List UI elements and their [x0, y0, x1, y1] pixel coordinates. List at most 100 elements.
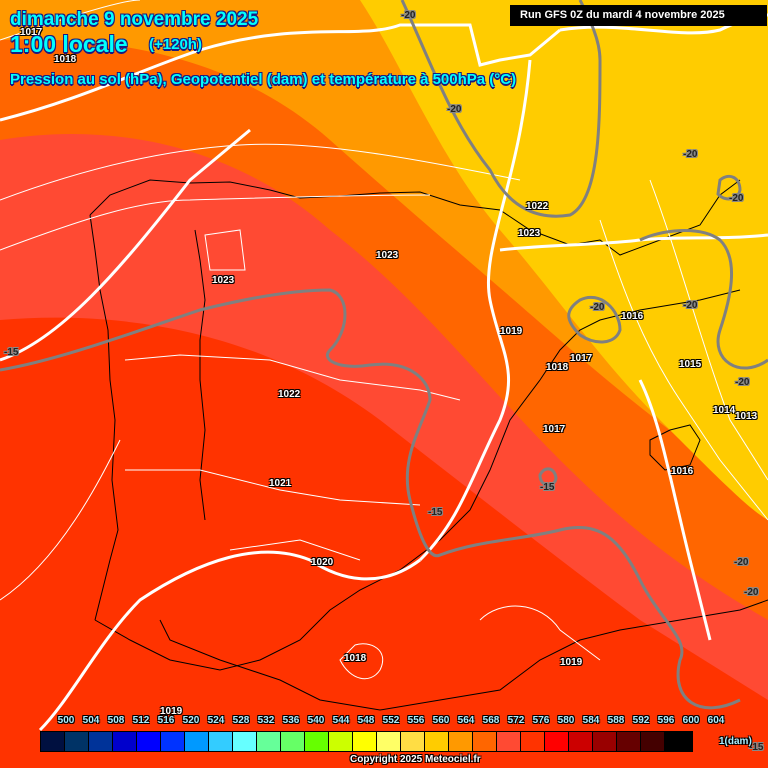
legend-swatch — [593, 732, 617, 751]
pressure-label: 1023 — [376, 250, 399, 261]
pressure-label: 1019 — [500, 326, 523, 337]
legend-tick: 528 — [232, 715, 250, 726]
legend-swatch — [569, 732, 593, 751]
legend-tick: 592 — [632, 715, 650, 726]
legend-tick: 556 — [407, 715, 425, 726]
temperature-label: -15 — [540, 482, 555, 493]
legend-swatch — [281, 732, 305, 751]
legend-tick: 500 — [57, 715, 75, 726]
legend-swatch — [65, 732, 89, 751]
pressure-label: 1018 — [546, 362, 569, 373]
pressure-label: 1016 — [621, 311, 644, 322]
legend-swatch — [377, 732, 401, 751]
legend-swatch — [41, 732, 65, 751]
legend-tick: 548 — [357, 715, 375, 726]
legend-tick: 572 — [507, 715, 525, 726]
legend-swatch — [137, 732, 161, 751]
legend-swatch — [185, 732, 209, 751]
copyright: Copyright 2025 Meteociel.fr — [350, 754, 481, 765]
legend-swatch — [353, 732, 377, 751]
pressure-label: 1019 — [560, 657, 583, 668]
legend-tick: 512 — [132, 715, 150, 726]
forecast-date: dimanche 9 novembre 2025 — [10, 9, 259, 30]
legend-tick: 580 — [557, 715, 575, 726]
temperature-label: -20 — [447, 104, 462, 115]
pressure-label: 1018 — [344, 653, 367, 664]
temperature-label: -20 — [590, 302, 605, 313]
legend-swatch — [521, 732, 545, 751]
pressure-label: 1023 — [212, 275, 235, 286]
legend-tick: 524 — [207, 715, 225, 726]
pressure-label: 1022 — [278, 389, 301, 400]
legend-unit: 1(dam) — [719, 736, 752, 747]
pressure-label: 1019 — [160, 706, 183, 717]
temperature-label: -15 — [4, 347, 19, 358]
legend-swatch — [329, 732, 353, 751]
temperature-label: -15 — [428, 507, 443, 518]
legend-swatch — [233, 732, 257, 751]
pressure-label: 1018 — [54, 54, 77, 65]
pressure-label: 1013 — [735, 411, 758, 422]
temperature-label: -20 — [683, 300, 698, 311]
temperature-label: -20 — [401, 10, 416, 21]
pressure-label: 1020 — [311, 557, 334, 568]
legend-swatch — [401, 732, 425, 751]
legend-swatch — [449, 732, 473, 751]
legend-swatch — [113, 732, 137, 751]
legend-swatch — [257, 732, 281, 751]
pressure-label: 1021 — [269, 478, 292, 489]
run-info-badge: Run GFS 0Z du mardi 4 novembre 2025 — [510, 5, 767, 26]
legend-tick: 540 — [307, 715, 325, 726]
pressure-label: 1014 — [713, 405, 736, 416]
lead-time: (+120h) — [149, 36, 202, 53]
parameter-description: Pression au sol (hPa), Geopotentiel (dam… — [10, 71, 517, 88]
legend-tick: 516 — [157, 715, 175, 726]
legend-tick: 552 — [382, 715, 400, 726]
legend-tick: 504 — [82, 715, 100, 726]
legend-swatch — [665, 732, 692, 751]
temperature-label: -20 — [734, 557, 749, 568]
temperature-label: -20 — [729, 193, 744, 204]
legend-tick: 604 — [707, 715, 725, 726]
pressure-label: 1017 — [543, 424, 566, 435]
legend-swatch — [425, 732, 449, 751]
legend-tick: 568 — [482, 715, 500, 726]
pressure-label: 1017 — [20, 27, 43, 38]
legend-tick: 588 — [607, 715, 625, 726]
legend-tick: 508 — [107, 715, 125, 726]
legend-tick: 544 — [332, 715, 350, 726]
legend-swatch — [497, 732, 521, 751]
legend-swatch — [545, 732, 569, 751]
legend-tick: 600 — [682, 715, 700, 726]
legend-swatch — [305, 732, 329, 751]
pressure-label: 1016 — [671, 466, 694, 477]
legend-swatch — [89, 732, 113, 751]
legend-tick: 596 — [657, 715, 675, 726]
legend-tick: 532 — [257, 715, 275, 726]
legend-swatch — [209, 732, 233, 751]
legend-tick: 576 — [532, 715, 550, 726]
color-legend — [40, 731, 693, 752]
pressure-label: 1015 — [679, 359, 702, 370]
legend-tick: 560 — [432, 715, 450, 726]
pressure-label: 1017 — [570, 353, 593, 364]
forecast-time: 1:00 locale — [10, 31, 128, 57]
legend-swatch — [641, 732, 665, 751]
pressure-label: 1023 — [518, 228, 541, 239]
legend-tick: 520 — [182, 715, 200, 726]
legend-swatch — [617, 732, 641, 751]
legend-tick: 564 — [457, 715, 475, 726]
legend-tick: 584 — [582, 715, 600, 726]
pressure-label: 1022 — [526, 201, 549, 212]
temperature-label: -20 — [683, 149, 698, 160]
legend-tick: 536 — [282, 715, 300, 726]
temperature-label: -20 — [744, 587, 759, 598]
legend-swatch — [161, 732, 185, 751]
temperature-label: -15 — [749, 742, 764, 753]
temperature-label: -20 — [735, 377, 750, 388]
